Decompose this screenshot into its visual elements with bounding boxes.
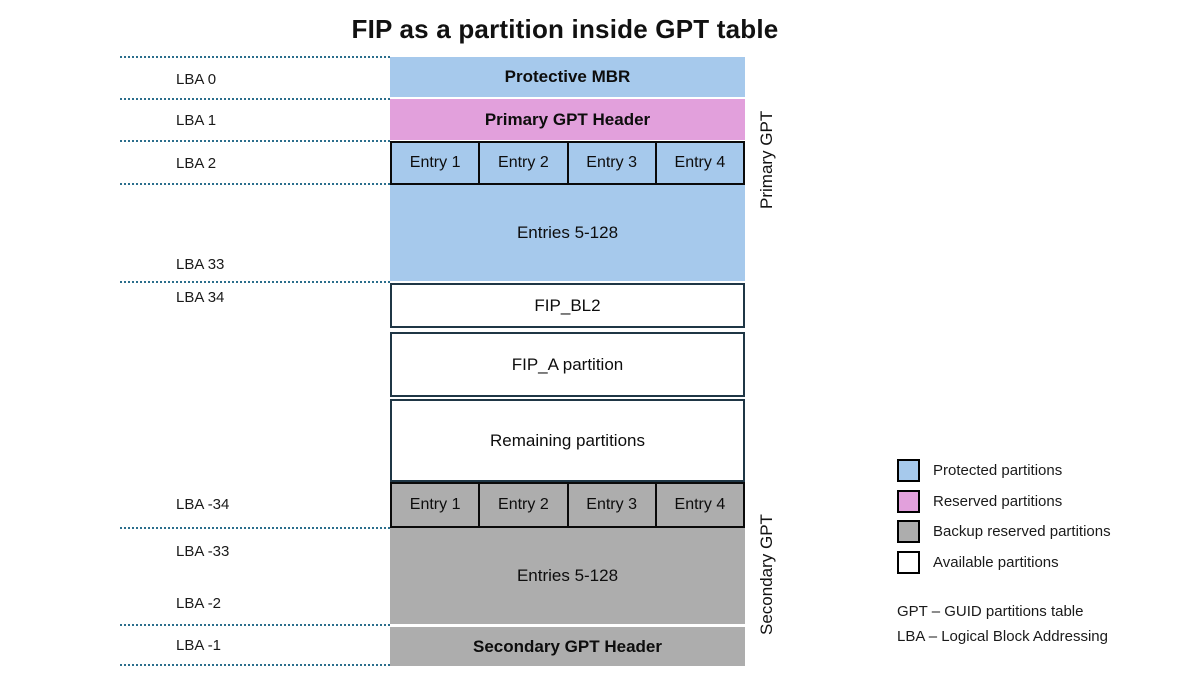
- lba-label-2: LBA 2: [176, 155, 217, 172]
- dotted-separator: [120, 98, 390, 100]
- block-secondary-entries-5-128: Entries 5-128: [390, 528, 745, 624]
- dotted-separator: [120, 664, 390, 666]
- block-primary-gpt-header: Primary GPT Header: [390, 99, 745, 140]
- dotted-separator: [120, 624, 390, 626]
- dotted-separator: [120, 56, 390, 58]
- lba-label-neg33: LBA -33: [176, 543, 230, 560]
- block-fip-a-partition: FIP_A partition: [390, 332, 745, 397]
- note-lba-abbreviation: LBA – Logical Block Addressing: [897, 628, 1108, 645]
- legend-swatch-reserved: [897, 490, 920, 513]
- legend-item-backup-reserved: Backup reserved partitions: [897, 520, 1111, 543]
- lba-label-1: LBA 1: [176, 112, 217, 129]
- lba-label-neg34: LBA -34: [176, 496, 230, 513]
- lba-label-33: LBA 33: [176, 256, 225, 273]
- primary-entry-2: Entry 2: [480, 141, 569, 185]
- secondary-entry-1: Entry 1: [390, 482, 481, 528]
- secondary-gpt-section-label: Secondary GPT: [757, 514, 776, 635]
- page-title: FIP as a partition inside GPT table: [351, 14, 779, 44]
- block-primary-entry-row: Entry 1 Entry 2 Entry 3 Entry 4: [390, 141, 745, 185]
- lba-label-0: LBA 0: [176, 71, 217, 88]
- block-fip-bl2: FIP_BL2: [390, 283, 745, 328]
- legend-item-protected: Protected partitions: [897, 459, 1063, 482]
- secondary-entry-3: Entry 3: [568, 482, 657, 528]
- block-protective-mbr: Protective MBR: [390, 57, 745, 97]
- legend-label: Reserved partitions: [933, 493, 1063, 510]
- lba-label-neg2: LBA -2: [176, 595, 222, 612]
- block-secondary-gpt-header: Secondary GPT Header: [390, 627, 745, 666]
- block-secondary-entry-row: Entry 1 Entry 2 Entry 3 Entry 4: [390, 482, 745, 528]
- secondary-entry-4: Entry 4: [656, 482, 745, 528]
- legend-item-reserved: Reserved partitions: [897, 490, 1063, 513]
- secondary-entry-2: Entry 2: [480, 482, 569, 528]
- note-gpt-abbreviation: GPT – GUID partitions table: [897, 603, 1084, 620]
- legend-swatch-protected: [897, 459, 920, 482]
- primary-entry-4: Entry 4: [656, 141, 745, 185]
- legend-item-available: Available partitions: [897, 551, 1059, 574]
- legend-label: Backup reserved partitions: [933, 523, 1111, 540]
- lba-label-neg1: LBA -1: [176, 637, 222, 654]
- primary-entry-3: Entry 3: [568, 141, 657, 185]
- dotted-separator: [120, 183, 390, 185]
- legend-swatch-available: [897, 551, 920, 574]
- primary-gpt-section-label: Primary GPT: [757, 110, 776, 209]
- primary-entry-1: Entry 1: [390, 141, 481, 185]
- dotted-separator: [120, 527, 390, 529]
- dotted-separator: [120, 140, 390, 142]
- block-remaining-partitions: Remaining partitions: [390, 399, 745, 482]
- lba-label-34: LBA 34: [176, 289, 225, 306]
- legend-label: Protected partitions: [933, 462, 1063, 479]
- dotted-separator: [120, 281, 390, 283]
- legend-label: Available partitions: [933, 554, 1059, 571]
- block-primary-entries-5-128: Entries 5-128: [390, 185, 745, 281]
- legend-swatch-backup: [897, 520, 920, 543]
